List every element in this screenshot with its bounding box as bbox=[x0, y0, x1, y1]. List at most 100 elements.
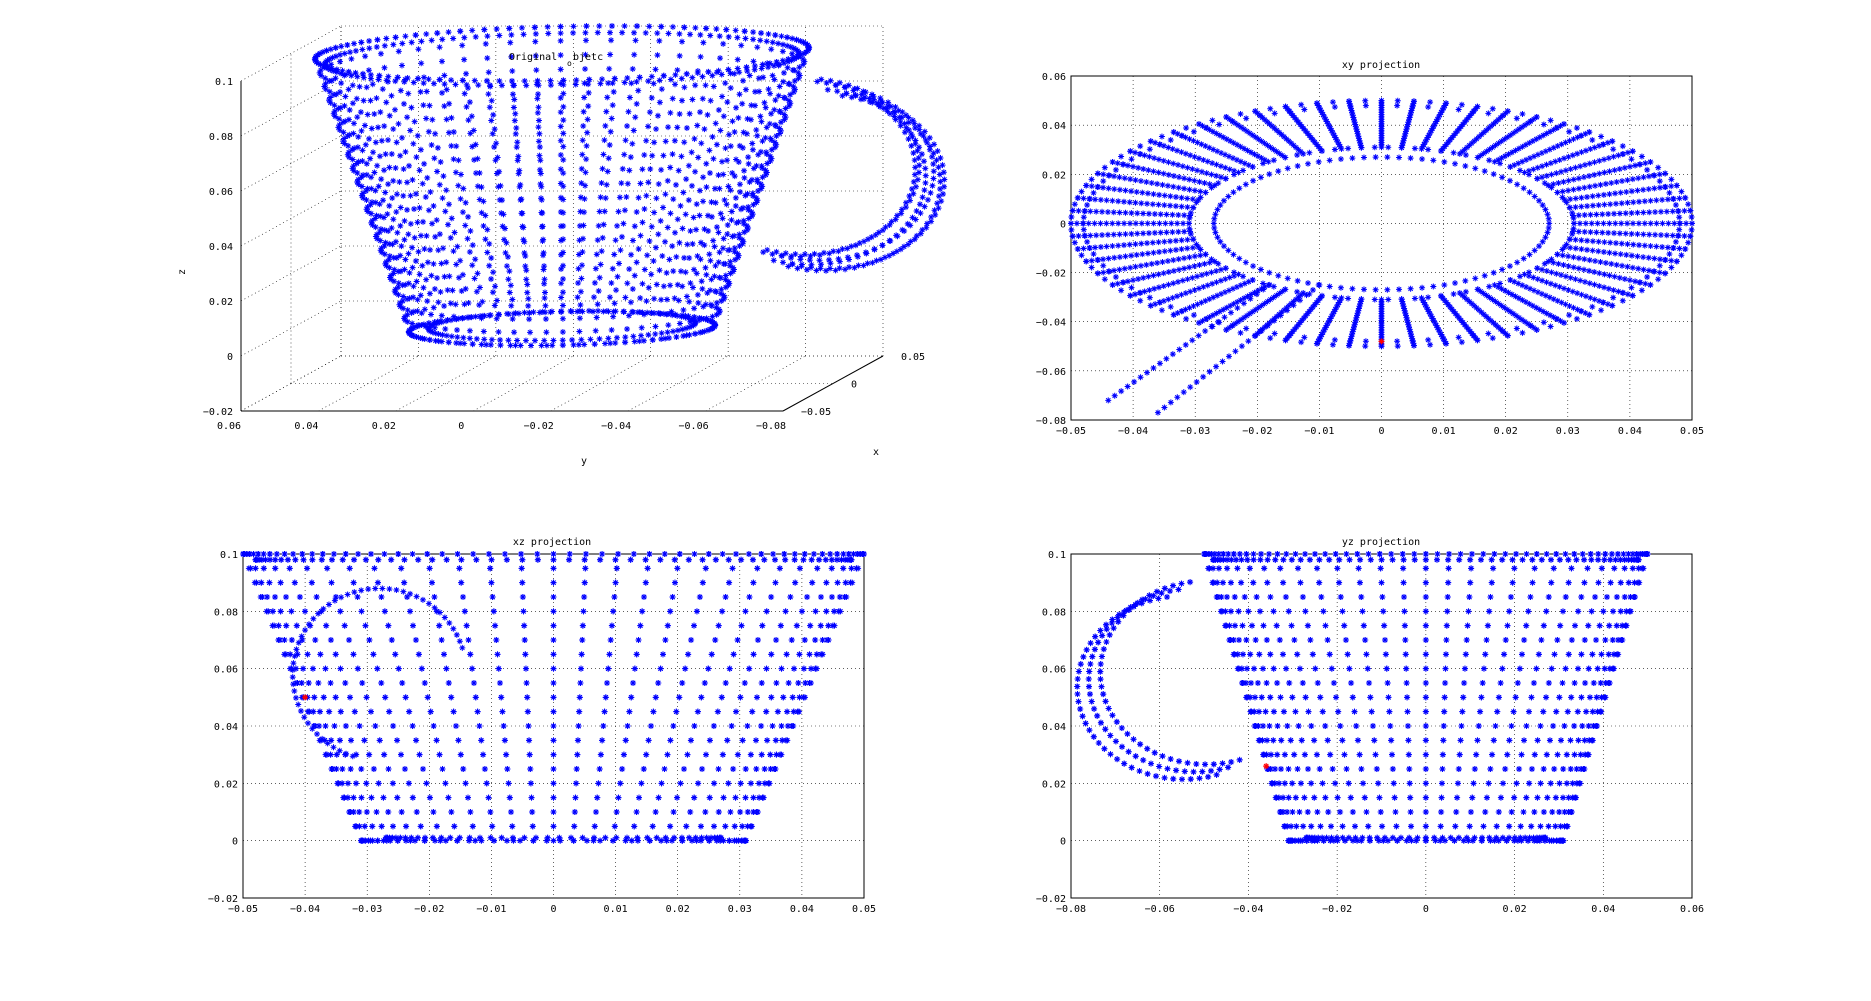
3d-point bbox=[560, 103, 567, 110]
3d-point bbox=[616, 260, 623, 267]
xy-point bbox=[1661, 183, 1668, 190]
3d-point bbox=[570, 23, 577, 30]
xy-point bbox=[1659, 220, 1666, 227]
xy-point bbox=[1624, 149, 1631, 156]
3d-point bbox=[618, 233, 625, 240]
3d-point bbox=[660, 204, 667, 211]
xz-point bbox=[573, 780, 580, 787]
xy-point bbox=[1355, 307, 1362, 314]
3d-point bbox=[582, 29, 589, 36]
xy-point bbox=[1132, 241, 1139, 248]
xy-point bbox=[1183, 124, 1190, 131]
3d-point bbox=[938, 198, 945, 205]
xz-point bbox=[622, 737, 629, 744]
xy-point bbox=[1400, 137, 1407, 144]
xy-point bbox=[1316, 105, 1323, 112]
xy-point bbox=[1226, 287, 1232, 294]
xy-point bbox=[1083, 258, 1090, 265]
3d-point bbox=[381, 42, 388, 49]
xy-point bbox=[1326, 283, 1333, 290]
xz-point bbox=[528, 794, 535, 801]
xy-point bbox=[1120, 242, 1127, 249]
xy-point bbox=[1316, 281, 1323, 288]
3d-point bbox=[434, 168, 441, 175]
xy-point bbox=[1118, 153, 1125, 160]
3d-point bbox=[676, 239, 683, 246]
xy-xtick-label: −0.04 bbox=[1118, 426, 1148, 437]
xy-point bbox=[1530, 324, 1537, 331]
xy-point bbox=[1436, 111, 1443, 118]
3d-point bbox=[903, 124, 910, 131]
xy-point bbox=[1318, 109, 1325, 116]
3d-point bbox=[329, 54, 336, 61]
xy-point bbox=[1580, 174, 1587, 181]
xy-point bbox=[1257, 174, 1264, 181]
3d-point bbox=[376, 72, 383, 79]
xy-point bbox=[1420, 141, 1427, 148]
3d-point bbox=[866, 98, 873, 105]
3d-point bbox=[367, 155, 374, 162]
3d-point bbox=[731, 248, 738, 255]
3d-point bbox=[860, 95, 867, 102]
3d-point bbox=[495, 183, 502, 190]
xy-point bbox=[1352, 123, 1359, 130]
xy-point bbox=[1187, 228, 1194, 235]
3d-point bbox=[843, 90, 850, 97]
xz-point bbox=[631, 823, 638, 830]
3d-point bbox=[436, 76, 443, 83]
xy-point bbox=[1121, 265, 1128, 272]
xy-point bbox=[1223, 304, 1230, 311]
xz-point bbox=[331, 723, 338, 729]
xz-point bbox=[650, 708, 657, 715]
xy-point bbox=[1241, 280, 1248, 287]
3d-point bbox=[441, 72, 448, 79]
xy-point bbox=[1080, 195, 1087, 202]
xy-point bbox=[1122, 231, 1129, 238]
3d-point bbox=[347, 49, 354, 56]
3d-point bbox=[381, 243, 388, 249]
xy-point bbox=[1628, 156, 1635, 163]
3d-z-tick-label: 0.08 bbox=[209, 132, 233, 143]
xy-point bbox=[1094, 170, 1101, 177]
xz-point bbox=[381, 608, 388, 615]
xy-point bbox=[1128, 230, 1135, 237]
xz-point bbox=[550, 680, 557, 686]
3d-point bbox=[337, 89, 344, 96]
3d-point bbox=[634, 23, 641, 30]
xy-point bbox=[1525, 269, 1532, 276]
xy-point bbox=[1513, 128, 1520, 135]
xz-point bbox=[518, 565, 525, 572]
3d-point bbox=[669, 95, 676, 102]
3d-point bbox=[748, 176, 755, 183]
xz-point bbox=[287, 651, 294, 658]
xy-point bbox=[1186, 264, 1193, 271]
3d-point bbox=[600, 308, 607, 315]
xy-point bbox=[1175, 184, 1182, 191]
xy-point bbox=[1178, 203, 1185, 210]
xy-point bbox=[1349, 328, 1356, 335]
xz-point bbox=[754, 637, 761, 643]
3d-point bbox=[524, 289, 531, 296]
xy-point bbox=[1227, 138, 1234, 145]
xy-point bbox=[1184, 195, 1191, 202]
3d-point bbox=[738, 42, 745, 49]
xy-point bbox=[1478, 309, 1485, 316]
xy-point bbox=[1220, 134, 1227, 141]
xy-point bbox=[1109, 197, 1116, 204]
xy-point bbox=[1440, 335, 1447, 342]
3d-point bbox=[581, 209, 588, 216]
3d-point bbox=[443, 332, 450, 339]
xy-point bbox=[1184, 245, 1191, 252]
xz-point bbox=[769, 723, 776, 729]
xz-point bbox=[469, 665, 476, 672]
3d-point bbox=[602, 340, 609, 347]
3d-point bbox=[901, 120, 908, 127]
3d-point bbox=[782, 250, 789, 257]
xy-xtick-label: −0.03 bbox=[1180, 426, 1210, 437]
xy-point bbox=[1481, 272, 1488, 279]
xy-point bbox=[1150, 365, 1157, 372]
xz-point bbox=[304, 651, 311, 658]
3d-point bbox=[788, 57, 795, 64]
3d-point bbox=[917, 130, 924, 137]
xy-point bbox=[1522, 141, 1529, 148]
